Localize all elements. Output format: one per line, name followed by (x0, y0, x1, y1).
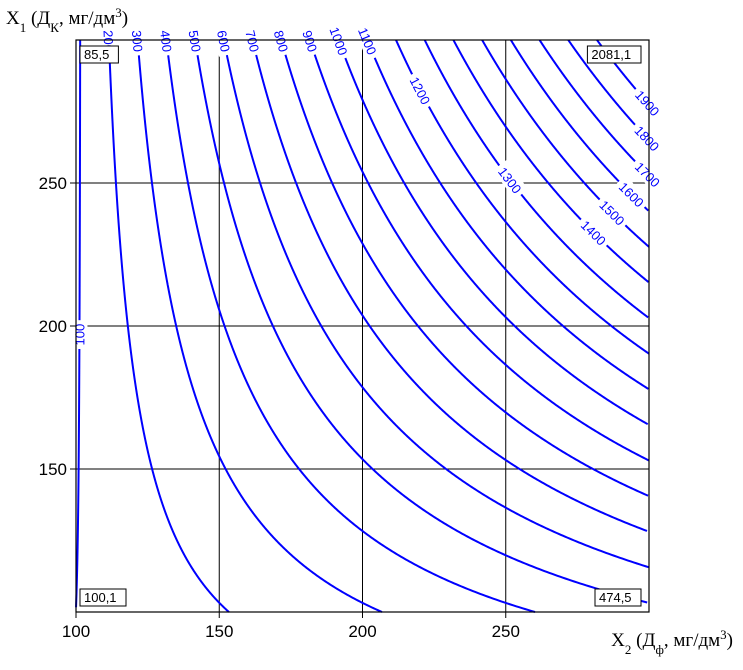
contour-label-bg (128, 25, 148, 56)
contour-label-bg (156, 25, 178, 57)
contour-label-bg (241, 24, 265, 57)
corner-value-text: 2081,1 (591, 47, 631, 62)
y-axis-title: X1 (ДК, мг/дм3) (6, 5, 128, 35)
contour-label-100: 100 (70, 320, 88, 350)
corner-values: 85,5 2081,1 100,1 474,5 (79, 45, 642, 607)
contour-label-600: 600 (213, 25, 236, 57)
x-tick-label: 200 (348, 622, 376, 641)
y-tick-label: 250 (39, 174, 67, 193)
contour-label-bg (629, 155, 667, 193)
corner-value-box: 2081,1 (586, 45, 642, 64)
contour-label-bg (353, 20, 383, 61)
corner-value-box: 474,5 (594, 588, 642, 607)
contour-label-text: 600 (214, 29, 233, 53)
contour-line-900 (308, 39, 650, 462)
contour-label-bg (325, 20, 354, 61)
contour-label-text: 700 (242, 29, 262, 54)
contour-line-1000 (337, 39, 649, 426)
contour-line-800 (280, 39, 649, 497)
contour-label-text: 300 (129, 30, 146, 53)
contour-label-text: 800 (271, 29, 291, 54)
grid-lines (76, 40, 649, 612)
contour-line-700 (251, 39, 648, 532)
contour-line-500 (194, 39, 648, 604)
x-tick-label: 250 (492, 622, 520, 641)
corner-value-text: 85,5 (84, 47, 109, 62)
axis-ticks: 100 150 200 250 150 200 250 (39, 174, 520, 641)
x-tick-label: 100 (62, 622, 90, 641)
corner-value-box: 85,5 (79, 45, 119, 64)
contour-label-bg (70, 320, 88, 350)
contour-label-text: 500 (186, 29, 204, 53)
contour-line-400 (165, 39, 536, 613)
contour-label-bg (213, 25, 236, 57)
contour-label-bg (593, 193, 632, 232)
contour-label-700: 700 (241, 24, 265, 57)
contour-line-200 (107, 39, 230, 613)
contour-label-bg (404, 70, 437, 111)
contour-lines (75, 39, 650, 613)
contour-line-1800 (567, 39, 649, 140)
corner-value-text: 474,5 (599, 590, 632, 605)
contour-line-600 (222, 39, 649, 569)
contour-label-bg (613, 175, 651, 213)
contour-line-1700 (538, 39, 650, 177)
contour-label-text: 100 (72, 324, 87, 346)
contour-label-500: 500 (185, 25, 207, 57)
corner-value-frame (586, 45, 642, 64)
contour-label-400: 400 (156, 25, 178, 57)
corner-value-box: 100,1 (79, 588, 127, 607)
contour-label-bg (575, 213, 613, 252)
contour-label-bg (298, 24, 324, 58)
contour-label-bg (492, 160, 529, 200)
contour-label-text: 900 (299, 29, 320, 54)
corner-value-text: 100,1 (84, 590, 117, 605)
x-tick-label: 150 (205, 622, 233, 641)
contour-line-300 (136, 39, 383, 613)
contour-label-bg (629, 83, 667, 122)
contour-label-900: 900 (298, 24, 324, 58)
corner-value-frame (594, 588, 642, 607)
y-tick-label: 200 (39, 317, 67, 336)
contour-label-bg (185, 25, 207, 57)
corner-value-frame (79, 45, 119, 64)
contour-label-300: 300 (128, 25, 148, 56)
contour-label-bg (269, 24, 295, 58)
x-axis-title: X2 (Дф, мг/дм3) (611, 627, 733, 657)
contour-label-bg (628, 118, 667, 157)
corner-value-frame (79, 588, 127, 607)
contour-label-800: 800 (269, 24, 295, 58)
contour-line-1100 (366, 39, 649, 390)
y-tick-label: 150 (39, 460, 67, 479)
contour-label-text: 400 (157, 29, 174, 52)
